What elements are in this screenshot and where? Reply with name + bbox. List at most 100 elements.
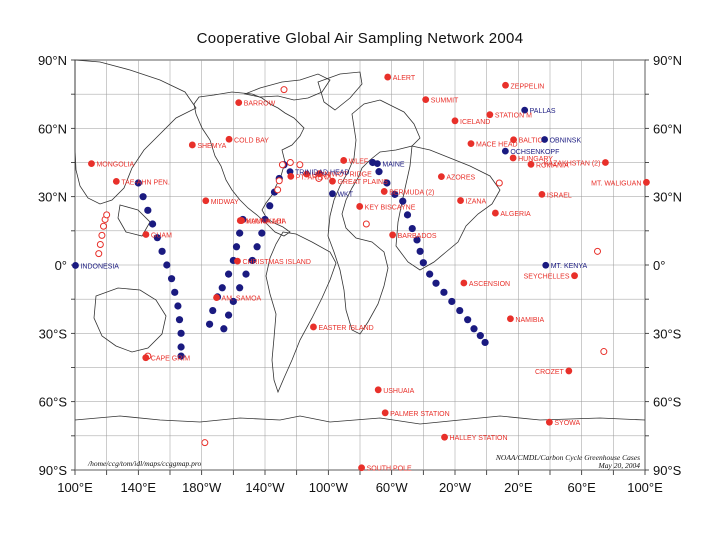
open-station-marker <box>201 439 209 447</box>
ship-sample-point <box>266 202 274 210</box>
station-label: GUAM <box>151 232 172 239</box>
station-label: CHRISTMAS ISLAND <box>242 259 310 266</box>
ship-sample-point <box>139 193 147 201</box>
station-label: MIDWAY <box>211 199 239 206</box>
ship-sample-point <box>464 316 472 324</box>
ship-sample-point <box>177 329 185 337</box>
station-marker <box>457 197 464 204</box>
station-marker <box>329 177 336 185</box>
ship-sample-point <box>403 211 412 219</box>
station-marker <box>112 178 120 185</box>
station-label: NAMIBIA <box>515 317 544 324</box>
ship-sample-point <box>261 215 269 224</box>
station-label: MAINE <box>382 162 405 169</box>
footer-date: May 20, 2004 <box>598 461 641 470</box>
station-label: GREAT PLAINS <box>337 179 388 186</box>
station-label: MAUNA LOA <box>245 219 286 226</box>
station-marker <box>384 73 392 81</box>
ship-sample-point <box>416 247 424 255</box>
station-label: AM. SAMOA <box>222 296 262 303</box>
ship-sample-point <box>220 325 228 333</box>
station-marker <box>303 170 311 178</box>
station-marker <box>486 111 494 119</box>
station-marker <box>451 117 459 125</box>
station-marker <box>571 272 578 280</box>
station-label: ISRAEL <box>547 192 572 199</box>
station-marker <box>509 154 517 162</box>
station-marker <box>602 159 609 166</box>
ship-sample-point <box>167 275 176 283</box>
ship-sample-point <box>242 270 250 278</box>
lat-label-right: 60°N <box>653 121 682 136</box>
lon-label: 100°W <box>309 480 349 495</box>
lat-label-left: 30°S <box>39 326 68 341</box>
station-marker <box>72 262 79 269</box>
station-marker <box>502 81 509 89</box>
station-marker <box>545 418 553 426</box>
ship-sample-point <box>440 288 448 296</box>
lat-label-right: 30°N <box>653 190 682 205</box>
ship-sample-point <box>171 288 179 296</box>
station-marker <box>238 217 245 224</box>
station-label: ICELAND <box>460 119 490 126</box>
lon-label: 100°E <box>627 480 663 495</box>
ship-sample-point <box>383 179 391 187</box>
ship-sample-point <box>218 284 226 292</box>
ship-sample-point <box>413 236 421 244</box>
station-label: INDONESIA <box>80 263 119 270</box>
station-label: MACE HEAD <box>476 142 518 149</box>
ship-sample-point <box>432 279 440 287</box>
station-label: CAPE GRIM <box>151 356 190 363</box>
footer-path: /home/ccg/tom/idl/maps/ccggmap.pro <box>87 459 201 468</box>
station-marker <box>142 231 150 238</box>
station-marker <box>542 261 550 269</box>
station-marker <box>422 96 430 104</box>
station-marker <box>460 279 468 287</box>
graticule-grid <box>71 59 649 475</box>
lon-label: 20°W <box>439 480 472 495</box>
station-label: CROZET <box>535 369 565 376</box>
station-label: SHEMYA <box>197 143 226 150</box>
station-marker <box>374 386 382 394</box>
station-label: BARROW <box>244 101 276 108</box>
station-label: HALLEY STATION <box>450 435 508 442</box>
station-marker <box>88 160 95 168</box>
ship-sample-point <box>456 306 464 315</box>
ship-sample-point <box>158 247 166 255</box>
open-station-marker <box>274 186 282 194</box>
station-label: KAZAKHSTAN (2) <box>544 161 601 168</box>
station-marker <box>441 433 448 441</box>
open-station-marker <box>296 161 304 169</box>
lon-label: 140°W <box>245 480 285 495</box>
ship-sample-point <box>209 306 217 315</box>
ship-sample-point <box>153 234 161 242</box>
lat-label-left: 30°N <box>38 190 67 205</box>
station-marker <box>202 197 210 205</box>
station-label: STATION M <box>495 113 532 120</box>
station-marker <box>437 173 445 181</box>
station-label: KEY BISCAYNE <box>365 204 416 211</box>
station-label: OBNINSK <box>550 137 582 144</box>
lon-label: 100°E <box>57 480 93 495</box>
station-label: MT. WALIGUAN <box>591 180 641 187</box>
lon-label: 60°W <box>376 480 409 495</box>
station-marker <box>316 170 323 178</box>
station-label: BARBADOS <box>398 233 437 240</box>
station-label: COLD BAY <box>234 137 269 144</box>
station-marker <box>501 147 509 155</box>
station-marker <box>356 203 364 210</box>
ship-sample-point <box>481 338 489 347</box>
ship-sample-point <box>177 352 185 360</box>
ship-sample-point <box>470 325 478 333</box>
station-marker <box>235 99 243 106</box>
ship-sample-point <box>448 297 456 306</box>
station-label: BERMUDA (2) <box>389 189 434 196</box>
ship-sample-point <box>177 343 185 351</box>
station-label: OCHSENKOPF <box>510 149 559 156</box>
station-marker <box>507 315 514 323</box>
station-label: SYOWA <box>554 420 580 427</box>
open-station-marker <box>95 250 103 258</box>
ship-sample-point <box>144 206 152 214</box>
ship-sample-point <box>134 179 142 187</box>
